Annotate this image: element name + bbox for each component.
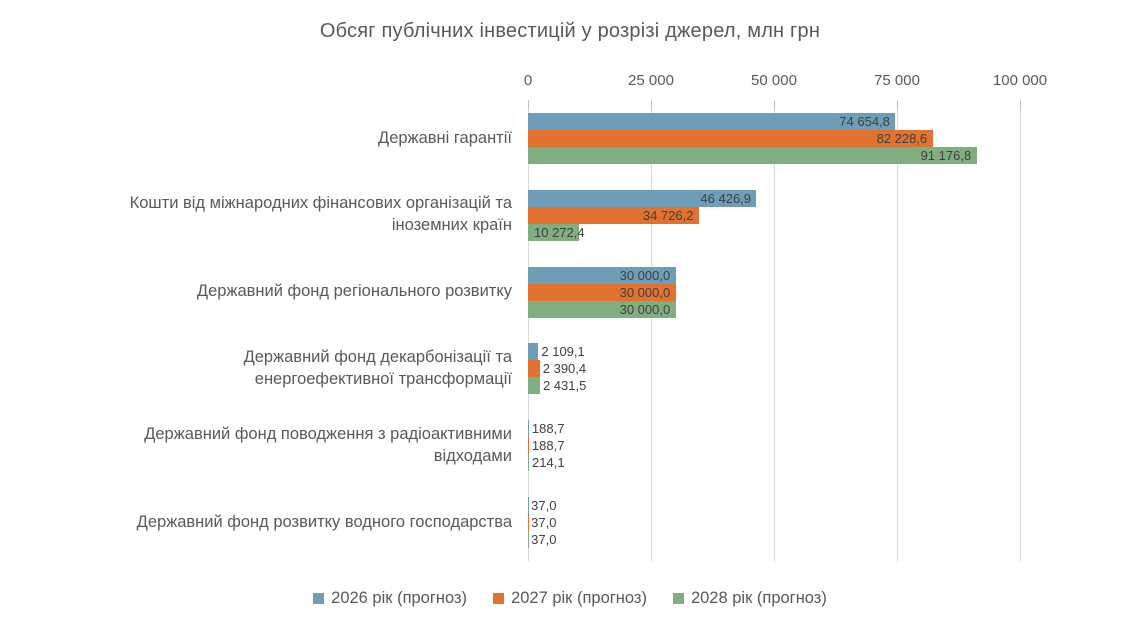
- category-label: Державний фонд розвитку водного господар…: [136, 512, 512, 531]
- legend: 2026 рік (прогноз) 2027 рік (прогноз) 2028…: [0, 586, 1140, 610]
- bar: [528, 454, 530, 472]
- x-axis-tick-label: 75 000: [874, 72, 920, 89]
- chart-title: Обсяг публічних інвестицій у розрізі дже…: [319, 20, 821, 42]
- bar-value-label: 91 176,8: [920, 147, 972, 163]
- bar-value-label: 2 431,5: [542, 378, 587, 394]
- x-axis-tick-label: 50 000: [751, 72, 797, 89]
- bar-value-label: 2 390,4: [542, 361, 587, 377]
- legend-swatch: [672, 592, 684, 604]
- category-label: Державний фонд декарбонізації та енергое…: [243, 348, 512, 388]
- axis-tick-mark: [1020, 100, 1021, 110]
- bar-value-label: 30 000,0: [619, 267, 671, 283]
- legend-label: 2028 рік (прогноз): [690, 588, 827, 607]
- bar: [528, 223, 579, 241]
- bar: [528, 300, 676, 318]
- axis-tick-mark: [651, 100, 652, 110]
- bar: [528, 360, 540, 378]
- legend-label: 2026 рік (прогноз): [331, 588, 468, 607]
- legend-label: 2027 рік (прогноз): [511, 588, 647, 607]
- axis-tick-mark: [897, 100, 898, 110]
- bar-value-label: 37,0: [531, 498, 557, 514]
- bar: [528, 266, 676, 284]
- bar: [528, 146, 977, 164]
- axis-tick-mark: [774, 100, 775, 110]
- bar: [528, 343, 539, 361]
- category-label: Кошти від міжнародних фінансових організ…: [129, 194, 512, 235]
- category-label: Державний фонд регіонального розвитку: [196, 282, 512, 301]
- bar-value-label: 46 426,9: [700, 190, 752, 206]
- bar-value-label: 34 726,2: [642, 207, 694, 223]
- bar-value-label: 37,0: [531, 532, 557, 548]
- bar-value-label: 30 000,0: [619, 301, 671, 317]
- gridline: [774, 100, 775, 561]
- bar-value-label: 10 272,4: [534, 224, 585, 240]
- gridline: [1020, 100, 1021, 561]
- bar-value-label: 2 109,1: [541, 344, 585, 360]
- bar: [528, 377, 540, 395]
- gridline: [528, 100, 529, 561]
- bar: [528, 283, 676, 301]
- bar-value-label: 214,1: [532, 455, 565, 471]
- bar-value-label: 188,7: [531, 438, 565, 454]
- legend-swatch: [313, 592, 325, 604]
- bar: [528, 420, 529, 438]
- legend-item: 2026 рік (прогноз): [313, 589, 467, 608]
- legend-item: 2028 рік (прогноз): [672, 588, 827, 608]
- bar: [528, 189, 757, 207]
- bar-value-label: 82 228,6: [876, 130, 928, 146]
- x-axis-tick-label: 25 000: [628, 72, 674, 89]
- bar-value-label: 37,0: [531, 515, 557, 531]
- x-axis-tick-label: 0: [523, 72, 533, 89]
- x-axis-tick-label: 100 000: [992, 72, 1048, 89]
- bar-value-label: 74 654,8: [839, 113, 890, 129]
- axis-tick-mark: [528, 100, 529, 110]
- bar-value-label: 188,7: [531, 421, 565, 437]
- bar: [528, 206, 699, 224]
- bar: [528, 437, 529, 455]
- category-label: Державний фонд поводження з радіоактивни…: [144, 424, 512, 465]
- bar-value-label: 30 000,0: [619, 284, 671, 300]
- gridline: [651, 100, 652, 561]
- category-label: Державні гарантії: [378, 128, 512, 147]
- legend-item: 2027 рік (прогноз): [493, 589, 647, 608]
- legend-swatch: [493, 592, 505, 604]
- bar: [528, 112, 896, 130]
- gridline: [897, 100, 898, 561]
- bar: [528, 129, 933, 147]
